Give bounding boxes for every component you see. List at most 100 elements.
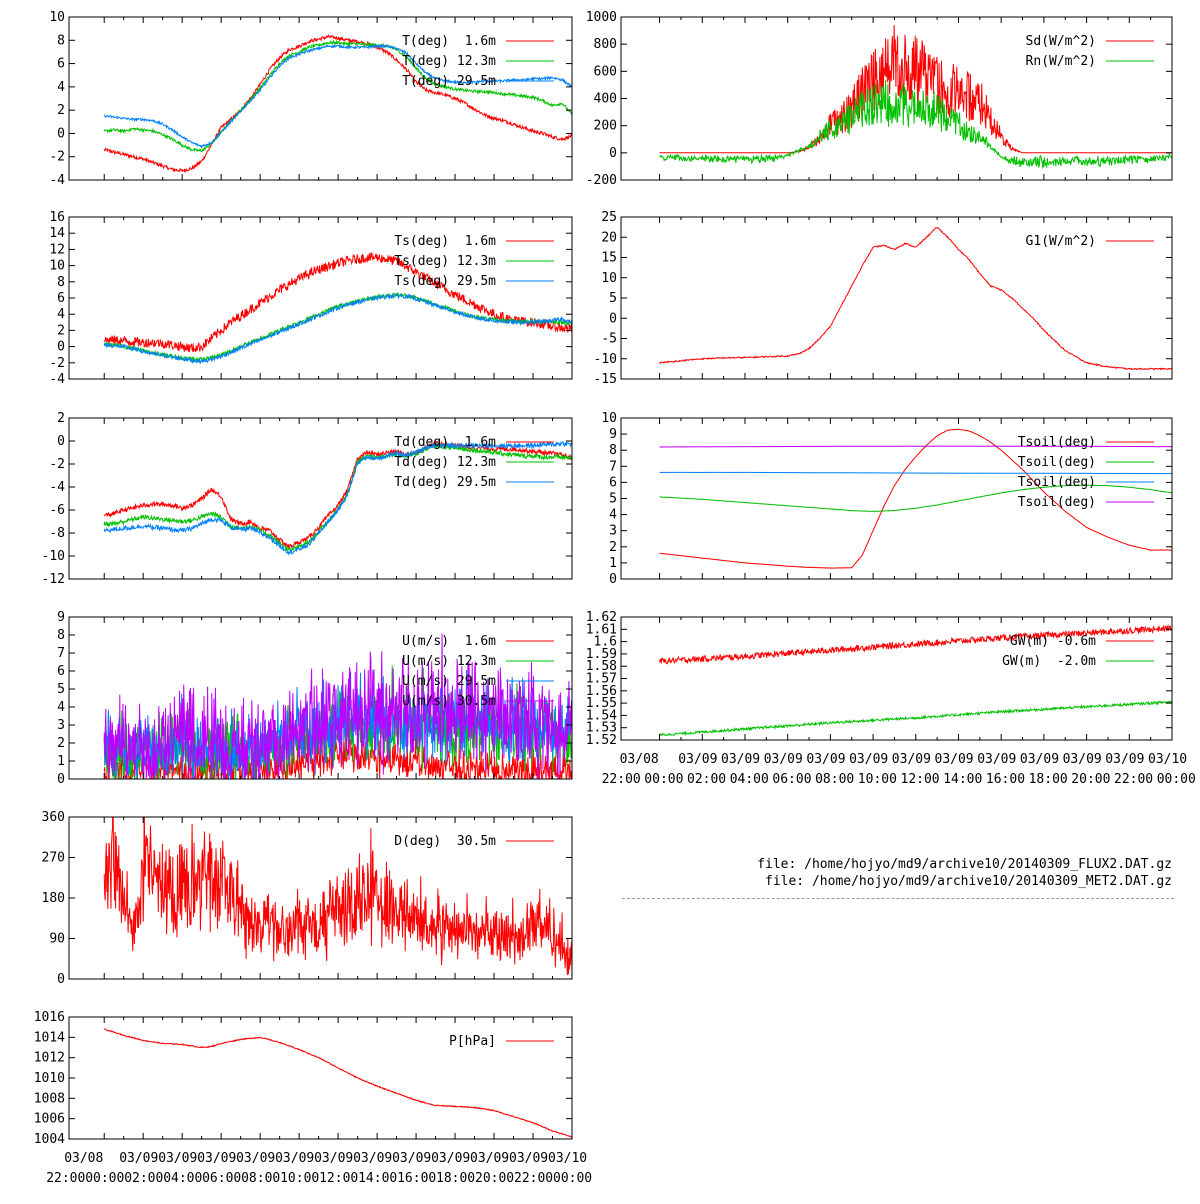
- y-tick-label-2-6: 8: [57, 275, 65, 290]
- series-line-7-0: [659, 624, 1172, 665]
- legend-label-1-0: Sd(W/m^2): [1026, 34, 1096, 49]
- x-tick-label-bottom-left-3: 04:00: [163, 1171, 202, 1186]
- y-tick-label-5-7: 7: [609, 459, 617, 474]
- x-tick-label-top-left-6: 03/09: [314, 1151, 353, 1166]
- y-tick-label-5-4: 4: [609, 508, 617, 523]
- plot-frame-2: [68, 216, 573, 380]
- y-tick-label-0-2: 0: [57, 126, 65, 141]
- series-line-5-2: [659, 471, 1172, 475]
- x-tick-label-bottom-left-4: 06:00: [202, 1171, 241, 1186]
- x-tick-label-bottom-left-9: 16:00: [397, 1171, 436, 1186]
- chart-panel-0: -4 -2 0 2 4 6 8 10 T(deg) 1.6m T(deg) 12.3m T(deg)…: [49, 10, 573, 188]
- plot-frame-6: [68, 616, 573, 780]
- x-tick-label-bottom-right-11: 20:00: [1071, 772, 1110, 787]
- x-tick-label-top-left-0: 03/08: [64, 1151, 103, 1166]
- x-tick-labels-right: 03/08 03/09 03/09 03/09 03/09 03/09 03/09 03/09…: [602, 752, 1196, 787]
- y-tick-label-3-1: -10: [594, 352, 617, 367]
- y-tick-label-6-1: 1: [57, 754, 65, 769]
- legend-label-6-0: U(m/s) 1.6m: [402, 634, 496, 649]
- legend-label-0-2: T(deg) 29.5m: [402, 74, 496, 89]
- y-tick-label-9-4: 1012: [34, 1051, 65, 1066]
- series-line-5-0: [659, 428, 1172, 569]
- legend-label-5-3: Tsoil(deg): [1018, 495, 1096, 510]
- x-tick-label-top-left-9: 03/09: [431, 1151, 470, 1166]
- y-tick-label-3-7: 20: [601, 230, 617, 245]
- y-tick-label-5-3: 3: [609, 524, 617, 539]
- x-tick-label-bottom-right-5: 08:00: [815, 772, 854, 787]
- plot-frame-4: [68, 417, 573, 580]
- x-tick-label-top-left-10: 03/09: [470, 1151, 509, 1166]
- y-tick-label-0-5: 6: [57, 57, 65, 72]
- x-tick-label-top-left-8: 03/09: [392, 1151, 431, 1166]
- y-tick-label-4-3: -6: [49, 503, 65, 518]
- plot-frame-9: [68, 1016, 573, 1140]
- legend-label-0-1: T(deg) 12.3m: [402, 54, 496, 69]
- y-tick-label-8-1: 90: [49, 932, 65, 947]
- legend-label-5-0: Tsoil(deg): [1018, 435, 1096, 450]
- x-tick-label-top-left-11: 03/09: [509, 1151, 548, 1166]
- y-tick-label-0-1: -2: [49, 150, 65, 165]
- x-tick-label-bottom-left-8: 14:00: [358, 1171, 397, 1186]
- x-tick-label-top-right-10: 03/09: [1063, 752, 1102, 767]
- y-tick-label-6-9: 9: [57, 610, 65, 625]
- legend-label-8-0: D(deg) 30.5m: [394, 834, 496, 849]
- y-tick-label-4-6: 0: [57, 434, 65, 449]
- y-tick-label-2-5: 6: [57, 291, 65, 306]
- x-tick-label-bottom-right-7: 12:00: [901, 772, 940, 787]
- y-tick-label-7-7: 1.59: [586, 647, 617, 662]
- x-tick-label-top-right-2: 03/09: [721, 752, 760, 767]
- y-tick-label-4-2: -8: [49, 526, 65, 541]
- y-tick-label-8-3: 270: [42, 851, 65, 866]
- y-tick-label-2-1: -2: [49, 356, 65, 371]
- series-line-9-0: [103, 1028, 572, 1138]
- x-tick-label-bottom-left-12: 22:00: [514, 1171, 553, 1186]
- series-line-8-0: [103, 817, 572, 978]
- y-tick-label-9-6: 1016: [34, 1010, 65, 1025]
- y-tick-label-4-1: -10: [42, 549, 65, 564]
- y-tick-label-7-0: 1.52: [586, 733, 617, 748]
- legend-label-5-2: Tsoil(deg): [1018, 475, 1096, 490]
- x-tick-label-bottom-right-8: 14:00: [943, 772, 982, 787]
- y-tick-label-1-6: 1000: [586, 10, 617, 25]
- legend-label-6-1: U(m/s) 12.3m: [402, 654, 496, 669]
- y-tick-label-6-2: 2: [57, 736, 65, 751]
- y-tick-label-7-4: 1.56: [586, 684, 617, 699]
- y-tick-label-9-3: 1010: [34, 1071, 65, 1086]
- series-line-0-2: [104, 43, 572, 149]
- chart-panel-4: -12 -10 -8 -6 -4 -2 0 2 Td(deg) 1.6m Td(deg) 12.3…: [42, 411, 573, 587]
- y-tick-label-1-0: -200: [586, 173, 617, 188]
- y-tick-label-5-2: 2: [609, 540, 617, 555]
- x-tick-label-bottom-right-10: 18:00: [1029, 772, 1068, 787]
- legend-label-1-1: Rn(W/m^2): [1026, 54, 1096, 69]
- x-tick-label-top-left-12: 03/10: [548, 1151, 587, 1166]
- x-tick-label-top-left-1: 03/09: [119, 1151, 158, 1166]
- series-line-4-1: [103, 442, 572, 553]
- series-line-6-3: [103, 633, 572, 779]
- y-tick-label-1-3: 400: [594, 92, 617, 107]
- chart-panel-9: 1004 1006 1008 1010 1012 1014 1016 P[hPa]: [34, 1010, 573, 1147]
- legend-label-5-1: Tsoil(deg): [1018, 455, 1096, 470]
- legend-label-7-0: GW(m) -0.6m: [1010, 634, 1096, 649]
- x-tick-label-bottom-left-6: 10:00: [280, 1171, 319, 1186]
- chart-panel-1: -200 0 200 400 600 800 1000 Sd(W/m^2) Rn(W/m^2): [586, 10, 1173, 188]
- x-tick-label-bottom-left-5: 08:00: [241, 1171, 280, 1186]
- y-tick-label-2-8: 12: [49, 242, 65, 257]
- x-tick-label-bottom-right-0: 22:00: [602, 772, 641, 787]
- x-tick-label-top-right-0: 03/08: [620, 752, 659, 767]
- x-tick-label-bottom-right-4: 06:00: [772, 772, 811, 787]
- y-tick-label-5-5: 5: [609, 492, 617, 507]
- y-tick-label-9-0: 1004: [34, 1132, 65, 1147]
- x-tick-label-bottom-left-11: 20:00: [475, 1171, 514, 1186]
- y-tick-label-2-7: 10: [49, 259, 65, 274]
- y-tick-label-4-0: -12: [42, 572, 65, 587]
- series-line-2-1: [103, 291, 572, 363]
- x-tick-label-top-right-4: 03/09: [806, 752, 845, 767]
- y-tick-label-3-8: 25: [601, 210, 617, 225]
- series-line-3-0: [659, 227, 1172, 371]
- y-tick-label-1-4: 600: [594, 64, 617, 79]
- y-tick-label-3-0: -15: [594, 372, 617, 387]
- y-tick-label-1-2: 200: [594, 119, 617, 134]
- chart-panel-6: 0 1 2 3 4 5 6 7 8 9 U(m/s) 1.6m U(m/s) 12.3m U(m/s) …: [57, 610, 573, 787]
